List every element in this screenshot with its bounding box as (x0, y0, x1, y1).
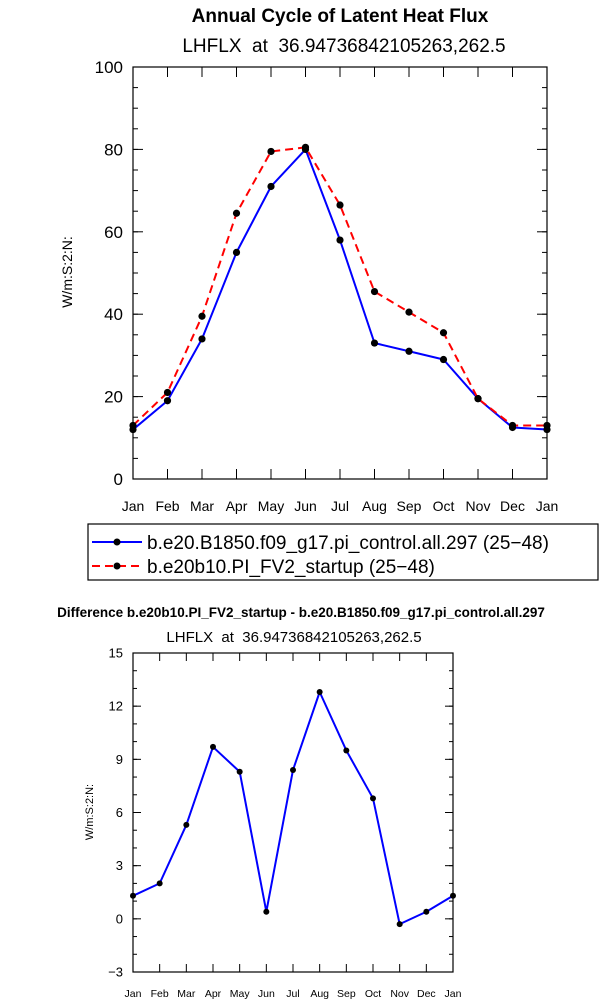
chart2-series-0-point (290, 766, 296, 773)
chart2-ytick-label: 15 (109, 646, 123, 661)
legend-marker-control (113, 538, 121, 546)
chart2-ytick-label: 9 (116, 752, 123, 767)
chart1-xtick-label: Mar (190, 498, 214, 514)
chart2-xtick-label: Oct (365, 988, 381, 1000)
legend-box (87, 523, 599, 581)
chart1-series-0-point (198, 335, 206, 343)
chart2-series-0-point (183, 821, 190, 828)
chart1-xtick-label: Dec (500, 498, 525, 514)
chart1-ytick-label: 20 (104, 388, 123, 407)
chart1-series-0-point (370, 339, 379, 347)
chart1-xtick-label: Aug (362, 498, 387, 514)
chart2-xtick-label: Jan (445, 988, 462, 1000)
chart1-series-line-1 (132, 146, 547, 427)
chart1-series-1-point (405, 308, 413, 316)
chart1-y-axis-label: W/m:S:2:N: (59, 236, 75, 308)
chart1-series-0-point (267, 182, 275, 191)
chart2-plot-frame (132, 652, 454, 973)
chart2-xtick-label: Nov (390, 988, 409, 1000)
chart1-ytick-label: 60 (104, 223, 123, 242)
chart1-series-1-point (163, 388, 172, 397)
chart2-subtitle: LHFLX at 36.94736842105263,262.5 (166, 629, 421, 646)
chart1-series-line-0 (132, 148, 548, 431)
chart1-series-0-point (439, 355, 448, 364)
chart2-ytick-label: 6 (116, 805, 123, 820)
chart-difference: Difference b.e20b10.PI_FV2_startup - b.e… (57, 605, 545, 1000)
chart1-series-0-point (163, 397, 172, 405)
chart1-xtick-label: Nov (466, 498, 491, 514)
chart2-y-axis-label: W/m:S:2:N: (84, 784, 96, 840)
chart1-series-0-point (232, 248, 241, 256)
chart2-xtick-label: Aug (310, 988, 329, 1000)
chart1-ytick-label: 40 (104, 305, 123, 324)
chart1-series-1-point (474, 395, 482, 403)
chart1-series-1-point (198, 312, 206, 320)
chart1-xtick-label: Jul (331, 498, 349, 514)
chart1-xtick-label: May (258, 498, 284, 514)
chart1-xtick-label: Sep (397, 498, 422, 514)
chart1-series-1-point (370, 287, 379, 296)
chart1-subtitle: LHFLX at 36.94736842105263,262.5 (182, 36, 505, 57)
chart1-legend: b.e20.B1850.f09_g17.pi_control.all.297 (… (87, 523, 599, 581)
chart2-xtick-label: Apr (205, 988, 222, 1000)
chart1-series-1-point (336, 201, 344, 209)
chart2-series-0-point (423, 908, 430, 915)
chart2-series-0-point (316, 688, 323, 695)
chart2-series-0-point (236, 768, 243, 775)
chart2-ytick-label: 12 (109, 699, 123, 714)
chart2-xtick-label: Jan (125, 988, 142, 1000)
chart1-xtick-label: Oct (433, 498, 455, 514)
chart1-title: Annual Cycle of Latent Heat Flux (192, 6, 489, 27)
chart2-series-0-point (156, 880, 163, 887)
chart2-series-0-point (343, 747, 350, 754)
chart1-series-1-point (508, 421, 517, 430)
chart2-series-0-point (396, 921, 403, 928)
chart1-ytick-label: 0 (114, 470, 123, 489)
chart1-xtick-label: Jan (536, 498, 559, 514)
chart2-xtick-label: Mar (177, 988, 196, 1000)
chart2-xtick-label: May (230, 988, 251, 1000)
legend-marker-startup (113, 562, 121, 570)
chart2-ytick-label: 3 (116, 858, 123, 873)
chart2-series-line-0 (132, 690, 454, 926)
chart1-series-0-point (336, 236, 344, 244)
chart1-xtick-label: Apr (226, 498, 248, 514)
chart2-ytick-label: 0 (116, 911, 123, 926)
chart1-ytick-label: 100 (95, 58, 123, 77)
chart-annual-cycle: Annual Cycle of Latent Heat Flux LHFLX a… (59, 6, 558, 514)
chart2-xtick-label: Dec (417, 988, 436, 1000)
chart1-plot-frame (132, 66, 548, 480)
chart2-ytick-label: −3 (108, 965, 123, 980)
chart1-ytick-label: 80 (104, 140, 123, 159)
chart1-series-1-point (232, 209, 241, 217)
chart2-series-0-point (210, 743, 216, 750)
chart1-xtick-label: Jun (294, 498, 317, 514)
chart2-series-0-point (263, 908, 270, 915)
chart1-series-0-point (405, 347, 413, 355)
chart2-xtick-label: Sep (337, 988, 356, 1000)
chart2-series-0-point (370, 795, 376, 802)
chart2-xtick-label: Feb (151, 988, 169, 1000)
chart1-xtick-label: Feb (155, 498, 179, 514)
chart2-title: Difference b.e20b10.PI_FV2_startup - b.e… (57, 605, 545, 620)
chart1-xtick-label: Jan (122, 498, 145, 514)
chart1-series-1-point (439, 329, 448, 337)
legend-label-startup: b.e20b10.PI_FV2_startup (25−48) (147, 557, 435, 578)
chart1-series-1-point (301, 143, 310, 151)
legend-label-control: b.e20.B1850.f09_g17.pi_control.all.297 (… (147, 533, 549, 554)
chart2-xtick-label: Jun (258, 988, 275, 1000)
chart1-series-1-point (267, 147, 275, 156)
chart2-xtick-label: Jul (286, 988, 299, 1000)
